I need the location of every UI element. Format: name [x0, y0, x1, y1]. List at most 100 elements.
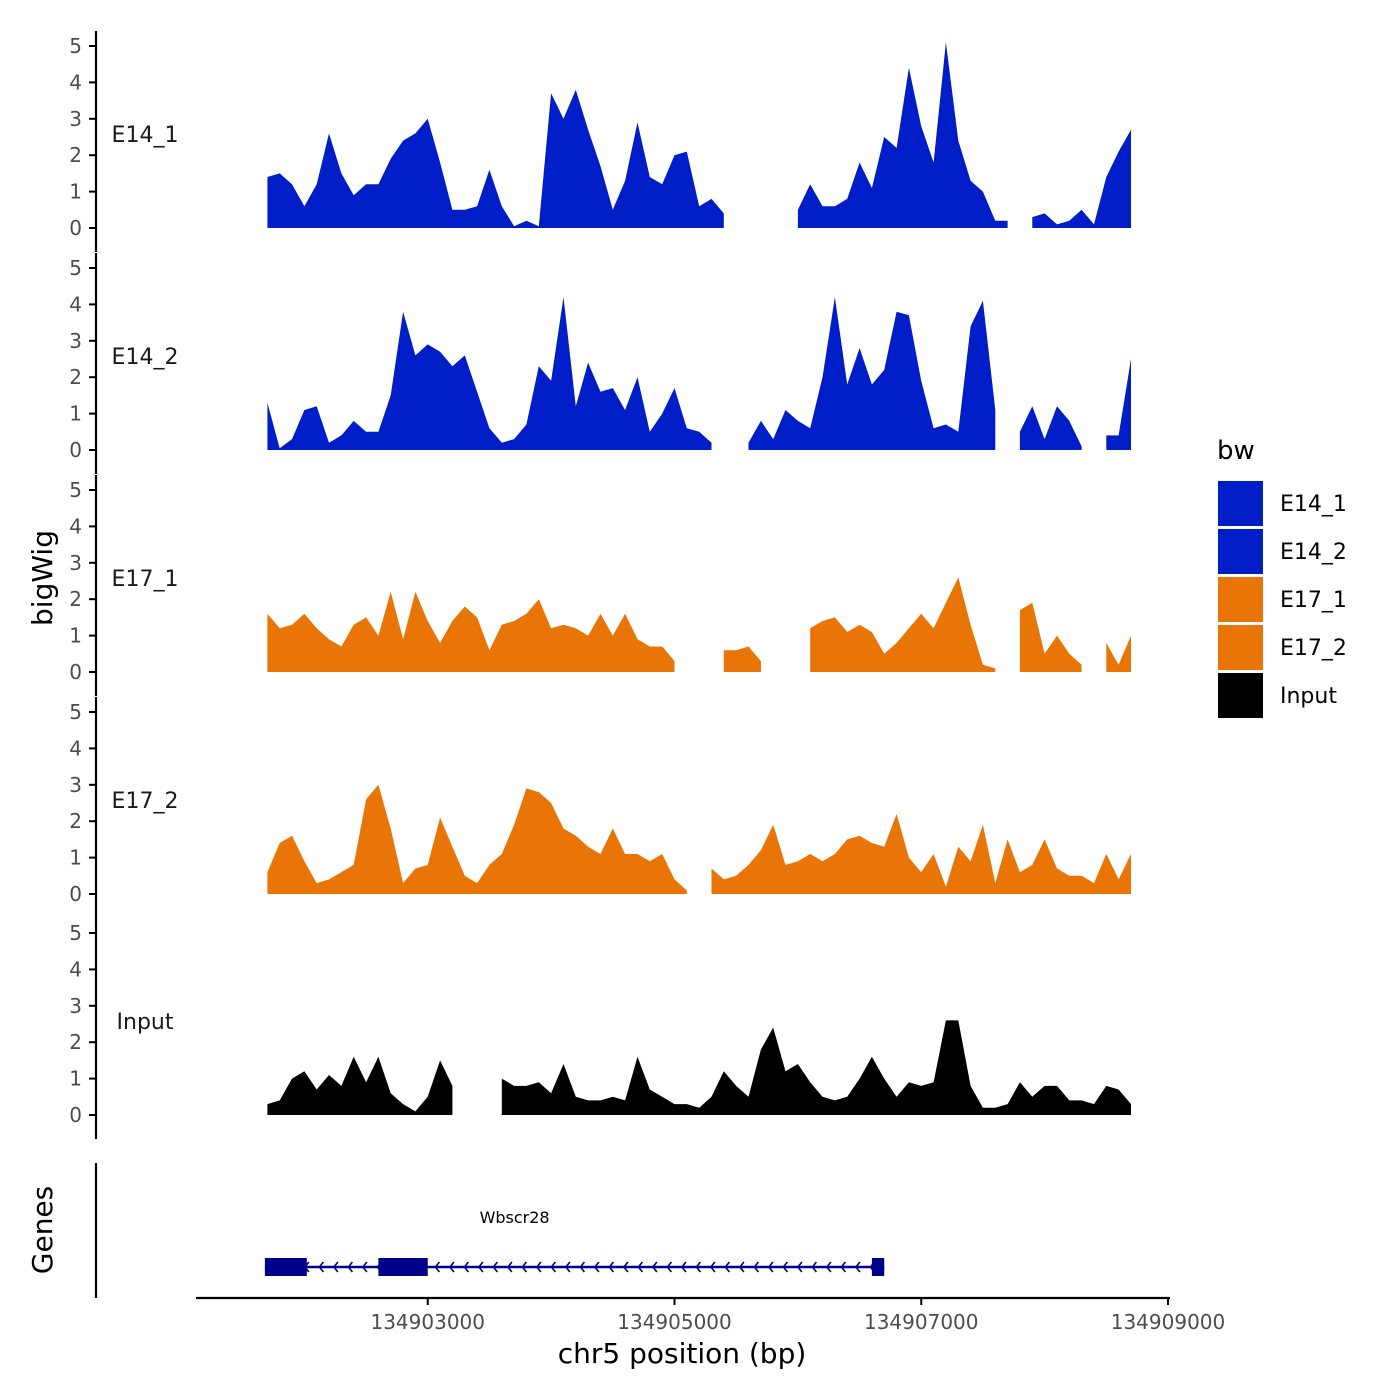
genes-title: Genes [26, 1186, 59, 1274]
coverage-area-e14-1 [797, 42, 1008, 229]
track-e17-2: 0 1 2 3 4 5 E17_2 [69, 697, 1131, 918]
x-tick-label: 134903000 [370, 1310, 485, 1334]
gene-label: Wbscr28 [480, 1208, 550, 1227]
strand-arrow [448, 1261, 455, 1273]
strand-arrow [347, 1261, 354, 1273]
track-e14-2: 0 1 2 3 4 5 E14_2 [69, 253, 1131, 474]
coverage-area-input [501, 1020, 1131, 1115]
x-tick-label: 134907000 [864, 1310, 979, 1334]
strand-arrow [434, 1261, 441, 1273]
coverage-area-e17-1 [810, 577, 996, 672]
track-label: E14_2 [112, 345, 179, 370]
coverage-area-e17-2 [267, 784, 687, 894]
strand-arrow [666, 1261, 673, 1273]
x-axis-title: chr5 position (bp) [558, 1337, 807, 1370]
track-e17-1: 0 1 2 3 4 5 E17_1 [69, 475, 1131, 696]
legend-label: Input [1280, 684, 1337, 709]
coverage-area-e17-2 [711, 813, 1131, 894]
coverage-area-e17-1 [723, 646, 761, 672]
strand-arrow [550, 1261, 557, 1273]
coverage-area-e17-1 [1106, 635, 1131, 672]
strand-arrow [332, 1261, 339, 1273]
legend-swatch [1218, 577, 1263, 622]
strand-arrow [854, 1261, 861, 1273]
strand-arrow [825, 1261, 832, 1273]
track-e14-1: 0 1 2 3 4 5 E14_1 [69, 31, 1131, 252]
strand-arrow [637, 1261, 644, 1273]
strand-arrow [477, 1261, 484, 1273]
legend-item-input: Input [1218, 673, 1337, 718]
y-tick-label: 3 [69, 329, 82, 353]
track-input: 0 1 2 3 4 5 Input [69, 918, 1131, 1139]
strand-arrow [651, 1261, 658, 1273]
strand-arrow [840, 1261, 847, 1273]
coverage-area-input [267, 1056, 453, 1115]
strand-arrow [521, 1261, 528, 1273]
strand-arrow [506, 1261, 513, 1273]
coverage-area-e17-1 [1019, 602, 1082, 672]
y-tick-label: 4 [69, 514, 82, 538]
y-tick-label: 0 [69, 1103, 82, 1127]
legend-item-e17-1: E17_1 [1218, 577, 1347, 622]
y-tick-label: 0 [69, 216, 82, 240]
coverage-area-e14-1 [267, 89, 724, 228]
track-label: Input [117, 1010, 174, 1035]
y-tick-label: 2 [69, 1030, 82, 1054]
y-tick-label: 3 [69, 107, 82, 131]
strand-arrow [680, 1261, 687, 1273]
strand-arrow [753, 1261, 760, 1273]
legend-label: E17_1 [1280, 588, 1347, 613]
strand-arrow [796, 1261, 803, 1273]
strand-arrow [579, 1261, 586, 1273]
y-tick-label: 0 [69, 882, 82, 906]
legend-items: E14_1 E14_2 E17_1 E17_2 Input [1218, 481, 1347, 718]
strand-arrow [622, 1261, 629, 1273]
strand-arrow [564, 1261, 571, 1273]
legend-title: bw [1217, 436, 1255, 466]
y-tick-label: 2 [69, 587, 82, 611]
x-tick-label: 134905000 [617, 1310, 732, 1334]
legend-swatch [1218, 529, 1263, 574]
y-tick-label: 1 [69, 180, 82, 204]
y-tick-label: 5 [69, 256, 82, 280]
track-label: E17_1 [112, 567, 179, 592]
legend: bw E14_1 E14_2 E17_1 E17_2 Input [1217, 436, 1347, 718]
y-tick-label: 5 [69, 700, 82, 724]
y-tick-label: 3 [69, 994, 82, 1018]
coverage-area-e17-1 [267, 591, 675, 672]
y-tick-label: 2 [69, 809, 82, 833]
coverage-area-e14-2 [267, 297, 712, 450]
y-tick-label: 1 [69, 624, 82, 648]
legend-label: E17_2 [1280, 636, 1347, 661]
strand-arrow [767, 1261, 774, 1273]
gene-exon [264, 1258, 307, 1276]
x-tick-label: 134909000 [1111, 1310, 1226, 1334]
legend-item-e17-2: E17_2 [1218, 625, 1347, 670]
legend-swatch [1218, 625, 1263, 670]
strand-arrow [535, 1261, 542, 1273]
coverage-area-e14-2 [748, 297, 996, 450]
gene-exon [871, 1258, 885, 1276]
strand-arrow [709, 1261, 716, 1273]
y-tick-label: 0 [69, 660, 82, 684]
strand-arrow [738, 1261, 745, 1273]
strand-arrow [361, 1261, 368, 1273]
y-tick-label: 4 [69, 957, 82, 981]
x-axis: 134903000 134905000 134907000 134909000 chr… [196, 1296, 1226, 1370]
y-tick-label: 1 [69, 846, 82, 870]
legend-label: E14_1 [1280, 492, 1347, 517]
strand-arrow [463, 1261, 470, 1273]
y-tick-label: 2 [69, 365, 82, 389]
genes-panel: Genes Wbscr28 [26, 1163, 885, 1298]
strand-arrow [593, 1261, 600, 1273]
coverage-area-e14-2 [1019, 406, 1082, 450]
coverage-area-e14-2 [1106, 359, 1131, 450]
track-label: E14_1 [112, 123, 179, 148]
legend-item-e14-2: E14_2 [1218, 529, 1347, 574]
gene-model [264, 1258, 885, 1276]
strand-arrow [782, 1261, 789, 1273]
tracks: 0 1 2 3 4 5 E14_1 0 1 2 3 4 5 E14_2 0 1 2 3 4 5 E17_1 0 1 2 3 4 5 E… [69, 31, 1131, 1139]
strand-arrow [492, 1261, 499, 1273]
strand-arrow [724, 1261, 731, 1273]
